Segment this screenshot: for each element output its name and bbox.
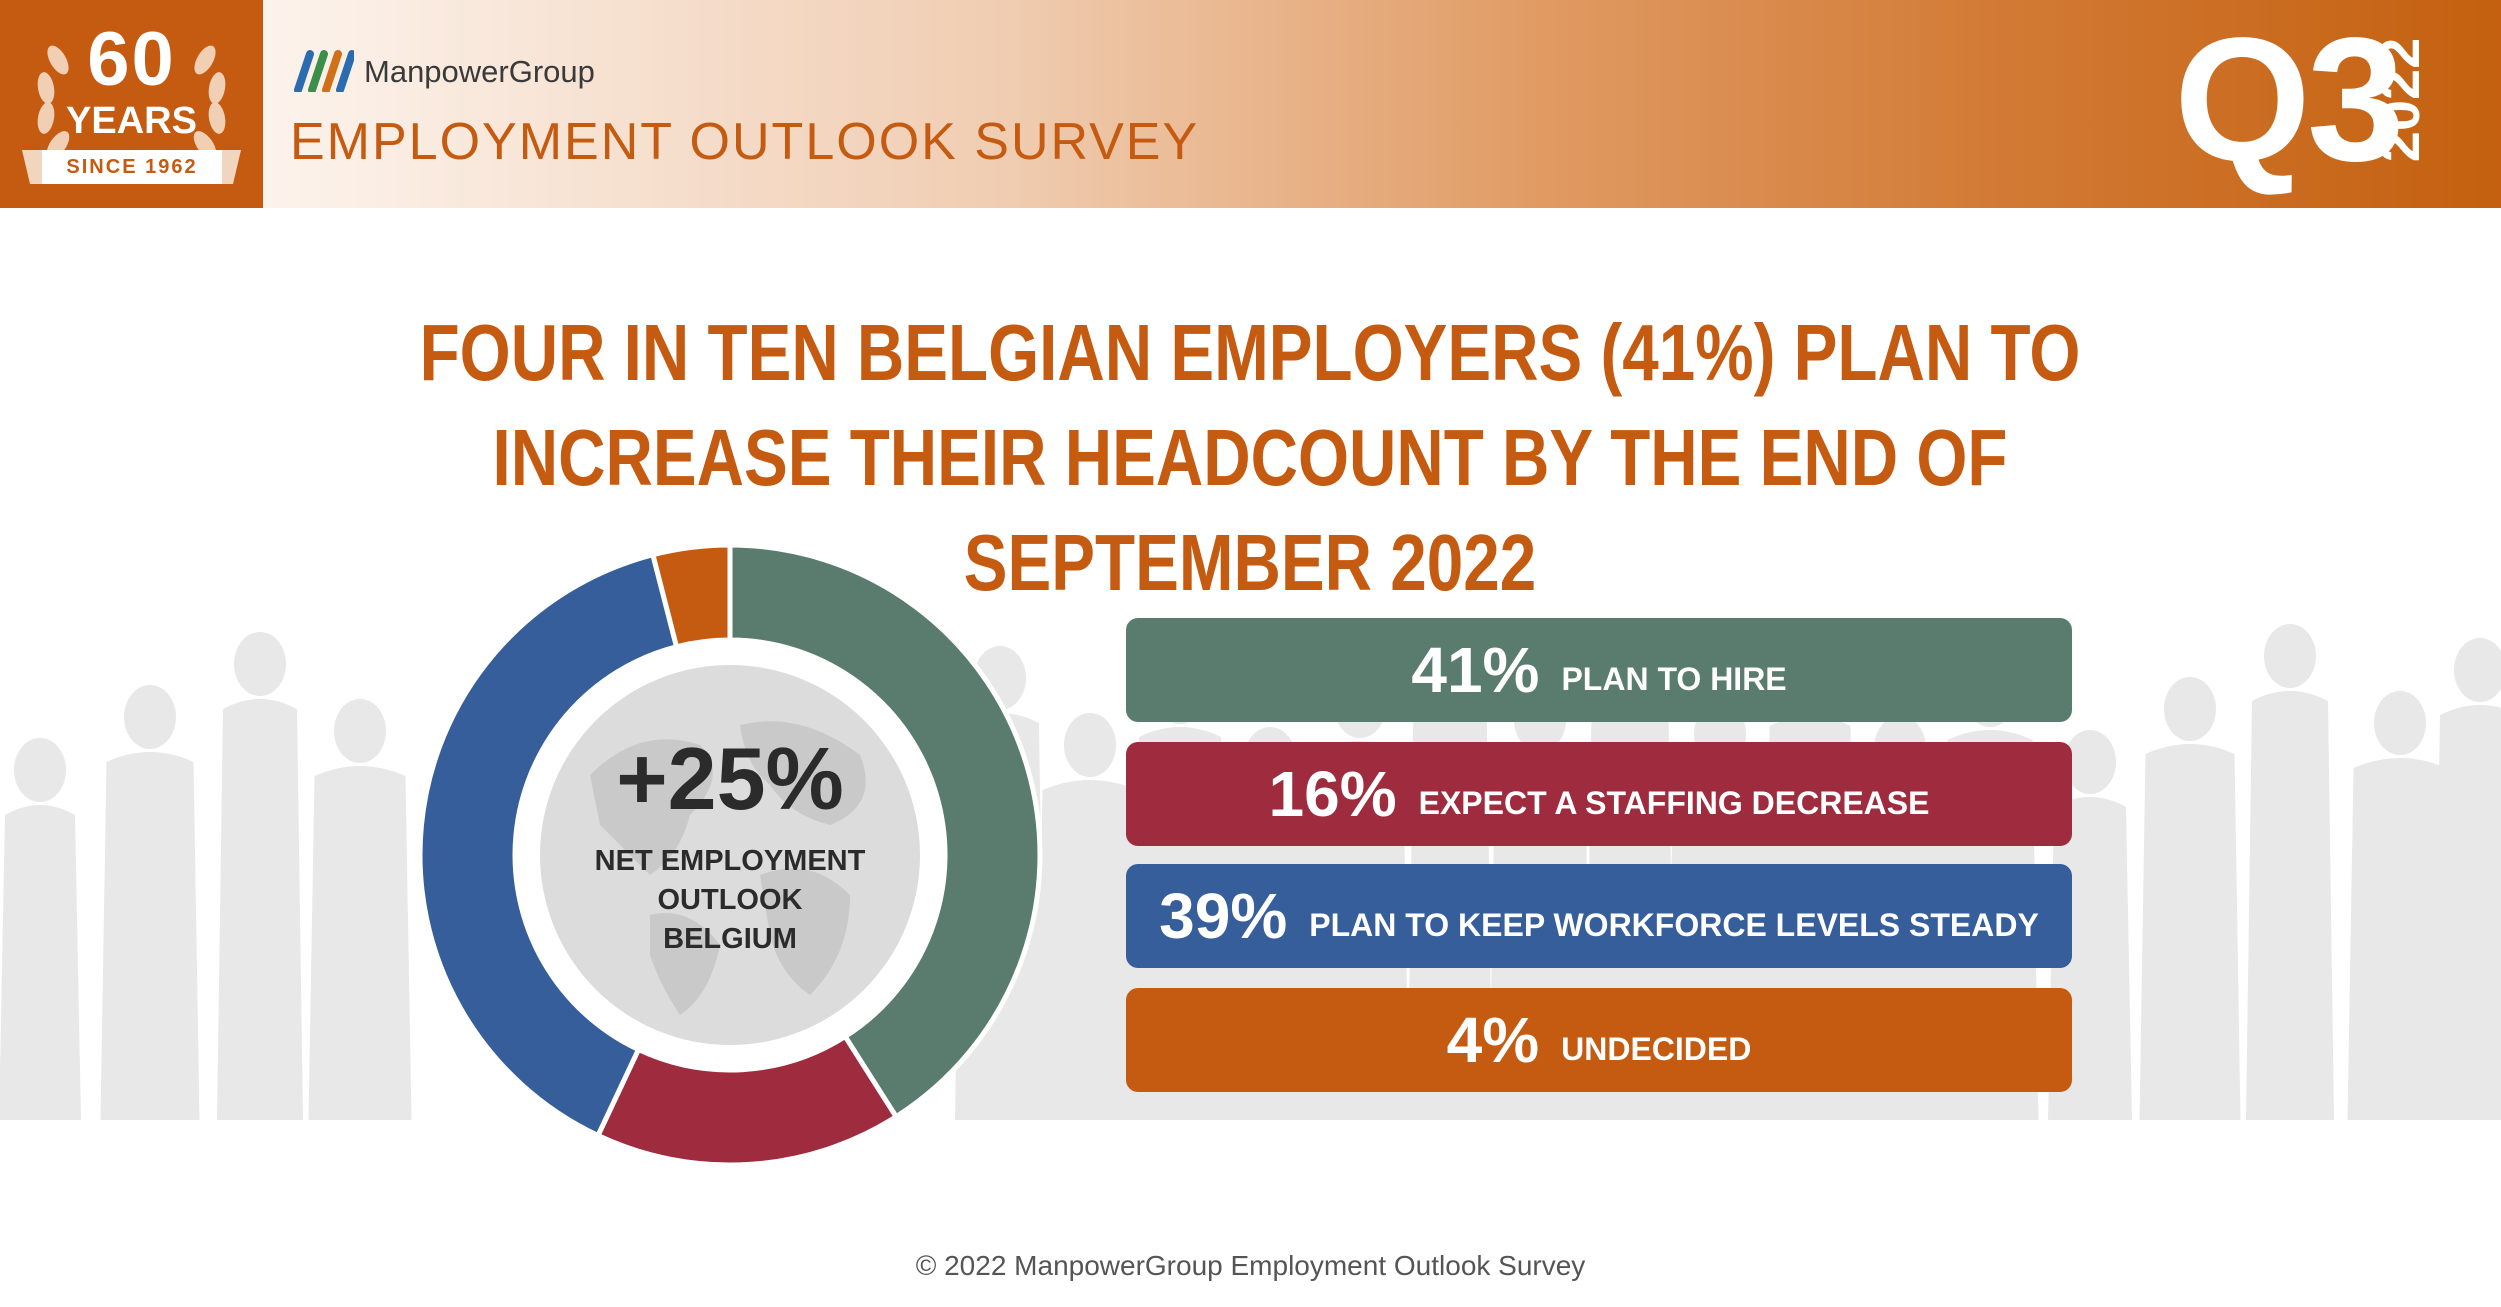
- person-silhouette-head: [2454, 638, 2501, 702]
- legend-label: UNDECIDED: [1561, 1031, 1752, 1067]
- legend-value: 39%: [1159, 880, 1288, 952]
- donut-chart: [417, 542, 1043, 1168]
- footer-copyright: © 2022 ManpowerGroup Employment Outlook …: [915, 1250, 1586, 1281]
- person-silhouette-body: [2246, 691, 2334, 1120]
- legend-label: EXPECT A STAFFING DECREASE: [1418, 785, 1930, 821]
- person-silhouette-body: [2347, 758, 2453, 1120]
- legend-bar-keep-steady: 39% PLAN TO KEEP WORKFORCE LEVELS STEADY: [1126, 864, 2072, 968]
- person-silhouette-body: [2434, 705, 2501, 1120]
- legend-value: 41%: [1411, 634, 1540, 706]
- badge-years: YEARS: [66, 100, 197, 142]
- headline: FOUR IN TEN BELGIAN EMPLOYERS (41%) PLAN…: [389, 300, 2111, 615]
- badge-since: SINCE 1962: [42, 150, 222, 184]
- person-silhouette-head: [2064, 730, 2116, 794]
- anniversary-badge: 60 YEARS SINCE 1962: [0, 0, 263, 208]
- legend-value: 4%: [1446, 1004, 1540, 1076]
- year-label-wrap: 2022: [2368, 30, 2431, 170]
- person-silhouette-body: [1036, 780, 1144, 1120]
- headline-line-1: FOUR IN TEN BELGIAN EMPLOYERS (41%) PLAN…: [419, 308, 2081, 397]
- manpower-logo-icon: [294, 50, 354, 92]
- person-silhouette-head: [2164, 677, 2216, 741]
- donut-slice-3: [649, 542, 733, 650]
- person-silhouette-head: [1064, 713, 1116, 777]
- legend-label: PLAN TO KEEP WORKFORCE LEVELS STEADY: [1309, 907, 2039, 943]
- donut-slice-2: [417, 551, 680, 1139]
- person-silhouette-head: [14, 738, 66, 802]
- person-silhouette-head: [334, 699, 386, 763]
- donut-slice-0: [727, 542, 1043, 1121]
- person-silhouette-body: [308, 766, 412, 1120]
- person-silhouette-head: [234, 632, 286, 696]
- legend-bar-undecided: 4% UNDECIDED: [1126, 988, 2072, 1092]
- person-silhouette-head: [2264, 624, 2316, 688]
- net-outlook-label: NET EMPLOYMENT OUTLOOK BELGIUM: [560, 842, 900, 959]
- person-silhouette-body: [217, 699, 303, 1120]
- headline-line-2: INCREASE THEIR HEADCOUNT BY THE END OF S…: [492, 413, 2008, 607]
- legend-label: PLAN TO HIRE: [1561, 661, 1787, 697]
- person-silhouette-body: [2139, 744, 2241, 1120]
- net-outlook-label-line-2: OUTLOOK: [657, 884, 803, 916]
- header-banner: 60 YEARS SINCE 1962 ManpowerGroup EMPLOY…: [0, 0, 2501, 208]
- person-silhouette-head: [2374, 691, 2426, 755]
- person-silhouette-body: [100, 752, 200, 1120]
- donut-slice-1: [594, 1033, 900, 1168]
- year-label: 2022: [2368, 37, 2431, 163]
- net-outlook-value: +25%: [616, 729, 844, 828]
- survey-title: EMPLOYMENT OUTLOOK SURVEY: [290, 113, 1200, 171]
- globe-icon: [540, 665, 920, 1045]
- legend-bar-plan-to-hire: 41% PLAN TO HIRE: [1126, 618, 2072, 722]
- brand-name: ManpowerGroup: [364, 54, 595, 89]
- net-outlook-label-line-1: NET EMPLOYMENT: [594, 845, 866, 877]
- legend-bar-staffing-decrease: 16% EXPECT A STAFFING DECREASE: [1126, 742, 2072, 846]
- person-silhouette-body: [0, 805, 81, 1120]
- quarter-label: Q3: [2174, 2, 2405, 198]
- person-silhouette-head: [124, 685, 176, 749]
- net-outlook-label-line-3: BELGIUM: [663, 923, 797, 955]
- legend-value: 16%: [1268, 758, 1397, 830]
- badge-number: 60: [87, 17, 176, 102]
